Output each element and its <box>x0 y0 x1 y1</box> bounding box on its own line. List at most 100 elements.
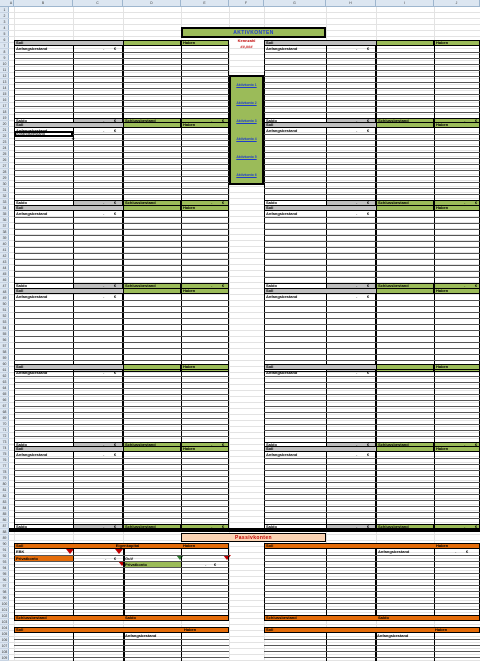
row-header[interactable]: 55 <box>0 331 9 337</box>
column-header[interactable]: J <box>434 0 480 7</box>
row-header[interactable]: 91 <box>0 547 9 553</box>
row-header[interactable]: 2 <box>0 13 9 19</box>
row-header[interactable]: 4 <box>0 25 9 31</box>
row-header[interactable]: 57 <box>0 343 9 349</box>
row-header[interactable]: 5 <box>0 31 9 37</box>
row-header[interactable]: 45 <box>0 271 9 277</box>
row-header[interactable]: 24 <box>0 145 9 151</box>
nav-link-aktivkonto-6[interactable]: Aktivkonto 6 <box>236 173 257 177</box>
row-header[interactable]: 100 <box>0 602 9 607</box>
nav-link-aktivkonto-1[interactable]: Aktivkonto 1 <box>236 83 257 87</box>
row-header[interactable]: 61 <box>0 367 9 373</box>
row-header[interactable]: 11 <box>0 67 9 73</box>
row-header[interactable]: 102 <box>0 614 9 619</box>
row-header[interactable]: 81 <box>0 487 9 493</box>
row-header[interactable]: 54 <box>0 325 9 331</box>
row-header[interactable]: 6 <box>0 37 9 43</box>
row-header[interactable]: 50 <box>0 301 9 307</box>
row-header[interactable]: 43 <box>0 259 9 265</box>
row-header[interactable]: 75 <box>0 451 9 457</box>
row-header[interactable]: 66 <box>0 397 9 403</box>
row-header[interactable]: 23 <box>0 139 9 145</box>
column-header[interactable]: H <box>326 0 376 7</box>
row-header[interactable]: 78 <box>0 469 9 475</box>
row-header[interactable]: 63 <box>0 379 9 385</box>
row-header[interactable]: 82 <box>0 493 9 499</box>
row-header[interactable]: 67 <box>0 403 9 409</box>
row-header[interactable]: 96 <box>0 577 9 583</box>
row-header[interactable]: 31 <box>0 187 9 193</box>
row-header[interactable]: 64 <box>0 385 9 391</box>
row-header[interactable]: 47 <box>0 283 9 289</box>
row-header[interactable]: 52 <box>0 313 9 319</box>
column-header[interactable]: D <box>123 0 181 7</box>
row-header[interactable]: 12 <box>0 73 9 79</box>
row-header[interactable]: 108 <box>0 650 9 655</box>
row-header[interactable]: 88 <box>0 529 9 535</box>
row-header[interactable]: 49 <box>0 295 9 301</box>
row-header[interactable]: 105 <box>0 632 9 637</box>
nav-link-aktivkonto-2[interactable]: Aktivkonto 2 <box>236 101 257 105</box>
row-header[interactable]: 1 <box>0 7 9 13</box>
row-header[interactable]: 73 <box>0 439 9 445</box>
row-header[interactable]: 20 <box>0 121 9 127</box>
row-header[interactable]: 86 <box>0 517 9 523</box>
row-header[interactable]: 92 <box>0 553 9 559</box>
row-header[interactable]: 59 <box>0 355 9 361</box>
row-header[interactable]: 8 <box>0 49 9 55</box>
row-header[interactable]: 56 <box>0 337 9 343</box>
row-header[interactable]: 107 <box>0 644 9 649</box>
row-header[interactable]: 76 <box>0 457 9 463</box>
column-header[interactable]: A <box>9 0 14 7</box>
column-header[interactable]: I <box>376 0 434 7</box>
row-header[interactable]: 104 <box>0 626 9 631</box>
row-header[interactable]: 58 <box>0 349 9 355</box>
row-header[interactable]: 72 <box>0 433 9 439</box>
column-header[interactable]: C <box>73 0 123 7</box>
row-header[interactable]: 65 <box>0 391 9 397</box>
row-header[interactable]: 10 <box>0 61 9 67</box>
column-header[interactable]: B <box>14 0 73 7</box>
row-header[interactable]: 84 <box>0 505 9 511</box>
row-header[interactable]: 48 <box>0 289 9 295</box>
row-header[interactable]: 93 <box>0 559 9 565</box>
nav-link-aktivkonto-3[interactable]: Aktivkonto 3 <box>236 119 257 123</box>
row-header[interactable]: 87 <box>0 523 9 529</box>
column-header[interactable]: G <box>264 0 326 7</box>
row-header[interactable]: 29 <box>0 175 9 181</box>
row-header[interactable]: 28 <box>0 169 9 175</box>
row-header[interactable]: 32 <box>0 193 9 199</box>
row-header[interactable]: 39 <box>0 235 9 241</box>
row-header[interactable]: 41 <box>0 247 9 253</box>
row-header[interactable]: 7 <box>0 43 9 49</box>
row-header[interactable]: 69 <box>0 415 9 421</box>
row-header[interactable]: 35 <box>0 211 9 217</box>
column-header[interactable]: E <box>181 0 229 7</box>
row-header[interactable]: 106 <box>0 638 9 643</box>
row-header[interactable]: 98 <box>0 589 9 595</box>
row-header[interactable]: 77 <box>0 463 9 469</box>
row-header[interactable]: 36 <box>0 217 9 223</box>
nav-link-aktivkonto-5[interactable]: Aktivkonto 5 <box>236 155 257 159</box>
row-header[interactable]: 79 <box>0 475 9 481</box>
row-header[interactable]: 25 <box>0 151 9 157</box>
row-header[interactable]: 53 <box>0 319 9 325</box>
row-header[interactable]: 30 <box>0 181 9 187</box>
row-header[interactable]: 74 <box>0 445 9 451</box>
row-header[interactable]: 80 <box>0 481 9 487</box>
row-header[interactable]: 37 <box>0 223 9 229</box>
row-header[interactable]: 16 <box>0 97 9 103</box>
row-header[interactable]: 9 <box>0 55 9 61</box>
row-header[interactable]: 68 <box>0 409 9 415</box>
row-header[interactable]: 103 <box>0 620 9 625</box>
row-header[interactable]: 71 <box>0 427 9 433</box>
row-header[interactable]: 60 <box>0 361 9 367</box>
row-header[interactable]: 26 <box>0 157 9 163</box>
row-header[interactable]: 97 <box>0 583 9 589</box>
column-header[interactable]: F <box>229 0 264 7</box>
row-header[interactable]: 14 <box>0 85 9 91</box>
row-header[interactable]: 17 <box>0 103 9 109</box>
nav-link-aktivkonto-4[interactable]: Aktivkonto 4 <box>236 137 257 141</box>
row-header[interactable]: 42 <box>0 253 9 259</box>
row-header[interactable]: 44 <box>0 265 9 271</box>
